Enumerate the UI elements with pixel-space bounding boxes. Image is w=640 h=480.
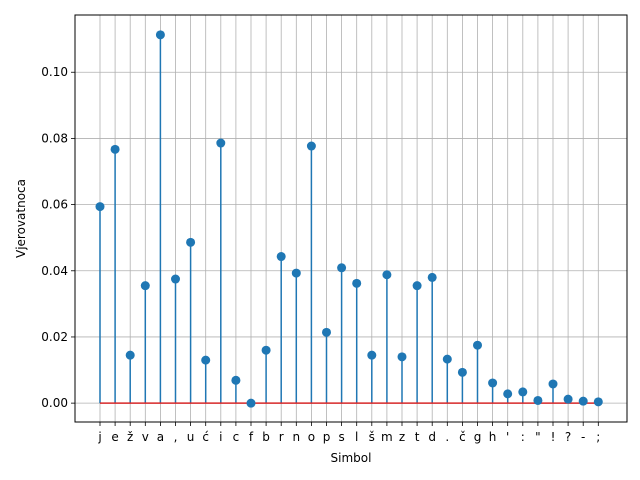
x-tick-label: ć	[202, 430, 209, 444]
stem-marker	[201, 355, 211, 365]
stem-marker	[171, 274, 180, 284]
x-tick-label: g	[474, 430, 482, 444]
stem-marker	[125, 350, 135, 360]
stem-marker	[95, 202, 105, 212]
stem-marker	[593, 397, 603, 407]
stem-marker	[216, 138, 226, 148]
stem-marker	[488, 378, 498, 388]
y-tick-label: 0.08	[41, 131, 68, 145]
stem-marker	[231, 375, 241, 385]
stem-marker	[140, 281, 150, 291]
stem-marker	[337, 263, 347, 273]
x-tick-label: c	[233, 430, 240, 444]
stem-marker	[261, 345, 271, 355]
x-tick-label: a	[157, 430, 164, 444]
stem-marker	[110, 144, 120, 154]
x-tick-label: n	[292, 430, 300, 444]
stem-marker	[291, 268, 301, 278]
x-tick-label: š	[369, 430, 375, 444]
y-tick-label: 0.10	[41, 65, 68, 79]
x-tick-label: i	[219, 430, 222, 444]
y-axis-label: Vjerovatnoca	[14, 179, 28, 258]
stem-marker	[533, 395, 543, 405]
stem-marker	[563, 394, 573, 404]
stem-marker	[548, 379, 558, 389]
x-axis-label: Simbol	[331, 451, 372, 465]
x-tick-label: t	[415, 430, 420, 444]
stem-marker	[457, 367, 467, 377]
axis-layer: j e ž v a, u ć i c f b r n o p s l š m z t d. č g h ': "!? - ; 0.00 0.…	[41, 14, 628, 444]
stem-marker	[322, 327, 331, 337]
x-tick-label: r	[279, 430, 284, 444]
x-tick-label: ,	[174, 430, 178, 444]
stem-marker	[503, 389, 513, 399]
x-tick-label: o	[308, 430, 315, 444]
stem-marker	[382, 270, 392, 280]
x-tick-label: s	[338, 430, 344, 444]
y-tick-label: 0.04	[41, 264, 68, 278]
x-tick-label: '	[506, 430, 509, 444]
x-tick-label: !	[551, 430, 556, 444]
x-tick-label: d	[428, 430, 436, 444]
y-tick-label: 0.00	[41, 396, 68, 410]
x-tick-label: č	[459, 430, 466, 444]
stem-layer	[95, 30, 603, 408]
x-tick-label: -	[581, 430, 585, 444]
stem-marker	[246, 398, 256, 408]
x-tick-label: .	[445, 430, 449, 444]
stem-marker	[155, 30, 165, 40]
x-tick-label: h	[489, 430, 497, 444]
x-tick-label: u	[187, 430, 195, 444]
x-tick-label: :	[521, 430, 525, 444]
x-tick-label: e	[111, 430, 118, 444]
plot-area	[75, 15, 627, 422]
x-tick-label: p	[323, 430, 331, 444]
stem-marker	[352, 278, 362, 288]
x-tick-label: ;	[596, 430, 600, 444]
y-tick-label: 0.06	[41, 198, 68, 212]
stem-marker	[578, 396, 588, 406]
x-tick-label: z	[399, 430, 405, 444]
x-tick-label: j	[97, 430, 101, 444]
axes-frame	[74, 14, 628, 423]
x-tick-label: ?	[565, 430, 571, 444]
x-tick-label: l	[355, 430, 358, 444]
stem-marker	[473, 340, 482, 350]
x-tick-label: ž	[127, 430, 133, 444]
stem-marker	[367, 350, 377, 360]
stem-marker	[442, 354, 452, 364]
x-tick-label: m	[381, 430, 393, 444]
stem-marker	[427, 272, 437, 282]
stem-marker	[518, 387, 528, 397]
stem-marker	[306, 141, 316, 151]
x-tick-label: "	[535, 430, 541, 444]
stem-marker	[186, 237, 196, 247]
x-tick-label: f	[249, 430, 254, 444]
y-tick-label: 0.02	[41, 330, 68, 344]
x-tick-label: v	[142, 430, 149, 444]
stem-marker	[412, 281, 422, 291]
x-tick-label: b	[262, 430, 270, 444]
stem-marker	[276, 252, 286, 262]
stem-marker	[397, 352, 407, 362]
